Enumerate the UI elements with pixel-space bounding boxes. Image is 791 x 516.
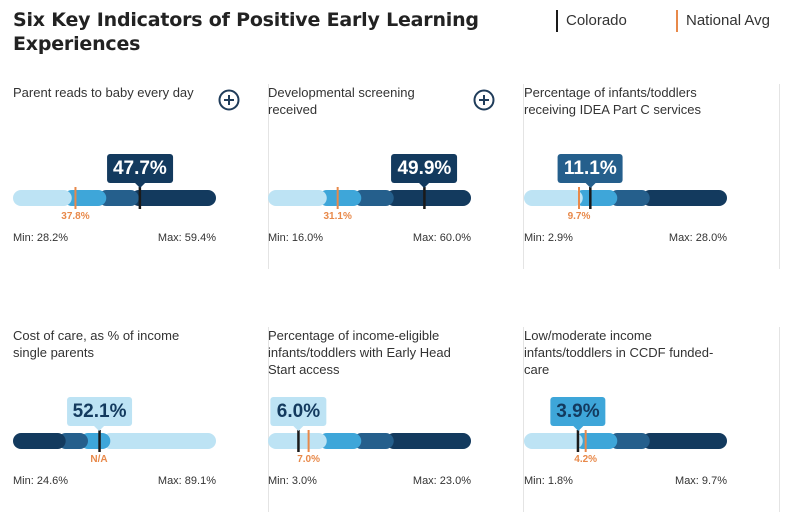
card-divider xyxy=(268,327,269,512)
badge-pointer xyxy=(293,426,304,431)
range-band-4 xyxy=(641,433,727,449)
min-label: Min: 2.9% xyxy=(524,232,573,244)
range-bar xyxy=(524,187,727,209)
expand-plus-icon[interactable] xyxy=(218,89,240,111)
card-divider xyxy=(268,84,269,269)
indicator-card: Percentage of income-eligible infants/to… xyxy=(268,327,524,512)
legend-state: Colorado xyxy=(556,10,627,32)
range-band-1 xyxy=(268,190,327,206)
legend-national-swatch xyxy=(676,10,678,32)
range-band-1 xyxy=(524,190,583,206)
state-value-badge: 47.7% xyxy=(106,154,173,188)
range-band-1 xyxy=(13,433,66,449)
range-bar xyxy=(524,430,727,452)
range-bar xyxy=(13,430,216,452)
indicator-title: Percentage of infants/toddlers receiving… xyxy=(524,85,702,117)
indicator-title: Percentage of income-eligible infants/to… xyxy=(268,328,451,377)
range-bar-svg xyxy=(13,187,216,209)
state-value-label: 3.9% xyxy=(556,401,600,422)
state-value-label: 49.9% xyxy=(397,158,452,179)
national-avg-label: N/A xyxy=(90,454,108,465)
range-band-4 xyxy=(385,433,471,449)
range-bar-svg xyxy=(13,430,216,452)
range-band-3 xyxy=(353,433,394,449)
range-bar xyxy=(268,430,471,452)
national-avg-label: 37.8% xyxy=(61,211,90,222)
range-band-4 xyxy=(385,190,471,206)
range-bar xyxy=(268,187,471,209)
min-label: Min: 24.6% xyxy=(13,475,69,487)
range-band-1 xyxy=(13,190,72,206)
state-value-label: 6.0% xyxy=(276,401,321,422)
range-band-4 xyxy=(641,190,727,206)
range-band-4 xyxy=(102,433,216,449)
national-avg-label: 4.2% xyxy=(574,454,598,465)
badge-pointer xyxy=(572,426,583,431)
national-avg-label: 9.7% xyxy=(567,211,591,222)
indicator-title: Low/moderate income infants/toddlers in … xyxy=(524,328,714,377)
badge-pointer xyxy=(419,183,430,188)
indicator-card: Developmental screening received 49.9% 31.… xyxy=(268,84,524,269)
range-bar-svg xyxy=(268,430,471,452)
card-divider xyxy=(779,327,780,512)
badge-pointer xyxy=(585,183,596,188)
indicator-title: Developmental screening received xyxy=(268,85,415,117)
state-value-label: 52.1% xyxy=(72,401,127,422)
national-avg-label: 31.1% xyxy=(323,211,352,222)
range-band-2 xyxy=(318,433,362,449)
range-bar-svg xyxy=(524,187,727,209)
indicator-card: Cost of care, as % of income single pare… xyxy=(13,327,269,512)
max-label: Max: 9.7% xyxy=(675,475,727,487)
state-value-badge: 52.1% xyxy=(66,397,133,431)
max-label: Max: 89.1% xyxy=(157,475,216,487)
state-value-badge: 49.9% xyxy=(391,154,458,188)
legend-state-swatch xyxy=(556,10,558,32)
range-band-3 xyxy=(609,433,650,449)
state-value-badge: 6.0% xyxy=(270,397,327,431)
min-label: Min: 1.8% xyxy=(524,475,573,487)
indicator-title: Parent reads to baby every day xyxy=(13,85,194,100)
indicator-card: Percentage of infants/toddlers receiving… xyxy=(524,84,780,269)
badge-pointer xyxy=(94,426,105,431)
range-band-2 xyxy=(63,190,107,206)
range-band-3 xyxy=(98,190,139,206)
min-label: Min: 28.2% xyxy=(13,232,69,244)
range-band-2 xyxy=(574,190,618,206)
range-bar xyxy=(13,187,216,209)
state-value-badge: 11.1% xyxy=(557,154,623,188)
badge-pointer xyxy=(134,183,145,188)
range-band-4 xyxy=(130,190,216,206)
indicator-title: Cost of care, as % of income single pare… xyxy=(13,328,180,360)
max-label: Max: 23.0% xyxy=(412,475,471,487)
expand-plus-icon[interactable] xyxy=(473,89,495,111)
indicator-card: Parent reads to baby every day 47.7% 37.8%… xyxy=(13,84,269,269)
range-band-3 xyxy=(79,433,111,449)
card-divider xyxy=(523,84,524,269)
range-band-1 xyxy=(524,433,583,449)
national-avg-label: 7.0% xyxy=(297,454,320,465)
max-label: Max: 59.4% xyxy=(157,232,216,244)
legend-national-label: National Avg xyxy=(686,12,770,29)
state-value-badge: 3.9% xyxy=(550,397,606,431)
state-value-label: 11.1% xyxy=(563,158,617,179)
card-divider xyxy=(523,327,524,512)
range-bar-svg xyxy=(268,187,471,209)
legend-national: National Avg xyxy=(676,10,770,32)
min-label: Min: 16.0% xyxy=(268,232,324,244)
range-band-2 xyxy=(57,433,88,449)
min-label: Min: 3.0% xyxy=(268,475,317,487)
legend-state-label: Colorado xyxy=(566,12,627,29)
max-label: Max: 60.0% xyxy=(412,232,471,244)
range-band-3 xyxy=(353,190,394,206)
max-label: Max: 28.0% xyxy=(668,232,727,244)
indicator-card: Low/moderate income infants/toddlers in … xyxy=(524,327,780,512)
range-band-3 xyxy=(609,190,650,206)
page-title: Six Key Indicators of Positive Early Lea… xyxy=(13,9,479,55)
state-value-label: 47.7% xyxy=(112,158,167,179)
range-band-2 xyxy=(318,190,362,206)
range-bar-svg xyxy=(524,430,727,452)
card-divider xyxy=(779,84,780,269)
